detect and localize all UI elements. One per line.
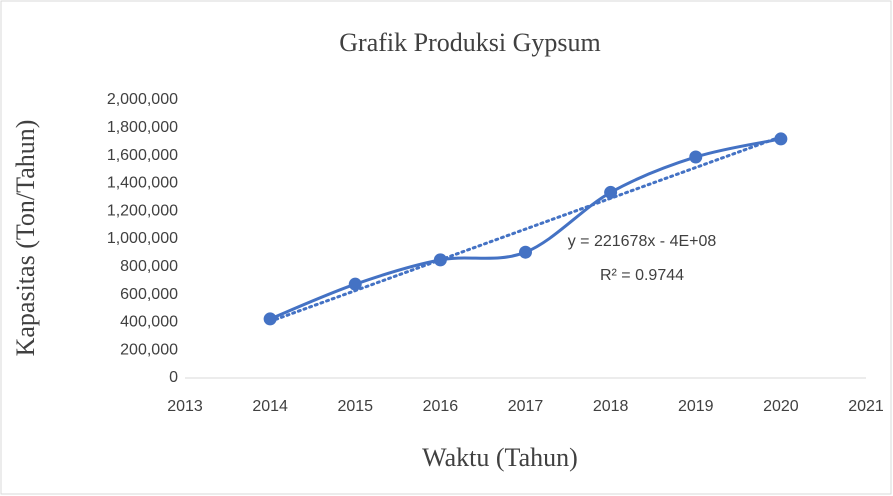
y-tick-label: 2,000,000	[107, 91, 178, 108]
chart-title: Grafik Produksi Gypsum	[339, 28, 600, 57]
x-tick-label: 2021	[848, 398, 884, 415]
x-tick-label: 2018	[593, 398, 629, 415]
data-point	[774, 132, 788, 146]
x-tick-label: 2014	[252, 398, 288, 415]
x-tick-label: 2016	[423, 398, 459, 415]
data-point	[263, 312, 277, 326]
x-tick-label: 2020	[763, 398, 799, 415]
y-tick-label: 1,000,000	[107, 230, 178, 247]
y-tick-label: 200,000	[120, 341, 178, 358]
data-point	[519, 245, 532, 259]
y-tick-label: 1,600,000	[107, 147, 178, 164]
x-tick-label: 2015	[337, 398, 373, 415]
y-tick-label: 1,800,000	[107, 119, 178, 136]
data-point	[433, 253, 447, 267]
x-tick-label: 2013	[167, 398, 203, 415]
data-point	[348, 277, 362, 291]
y-tick-label: 800,000	[120, 258, 178, 275]
y-tick-label: 1,400,000	[107, 175, 178, 192]
y-axis-title: Kapasitas (Ton/Tahun)	[11, 120, 40, 357]
y-tick-label: 600,000	[120, 286, 178, 303]
x-tick-label: 2017	[508, 398, 544, 415]
y-tick-label: 0	[169, 369, 178, 386]
data-point	[689, 150, 703, 164]
y-tick-label: 400,000	[120, 314, 178, 331]
x-axis-title: Waktu (Tahun)	[422, 443, 578, 472]
y-tick-label: 1,200,000	[107, 202, 178, 219]
x-tick-label: 2019	[678, 398, 714, 415]
trend-equation: y = 221678x - 4E+08	[568, 233, 717, 250]
data-point	[604, 185, 618, 199]
trend-r2: R² = 0.9744	[600, 267, 684, 284]
